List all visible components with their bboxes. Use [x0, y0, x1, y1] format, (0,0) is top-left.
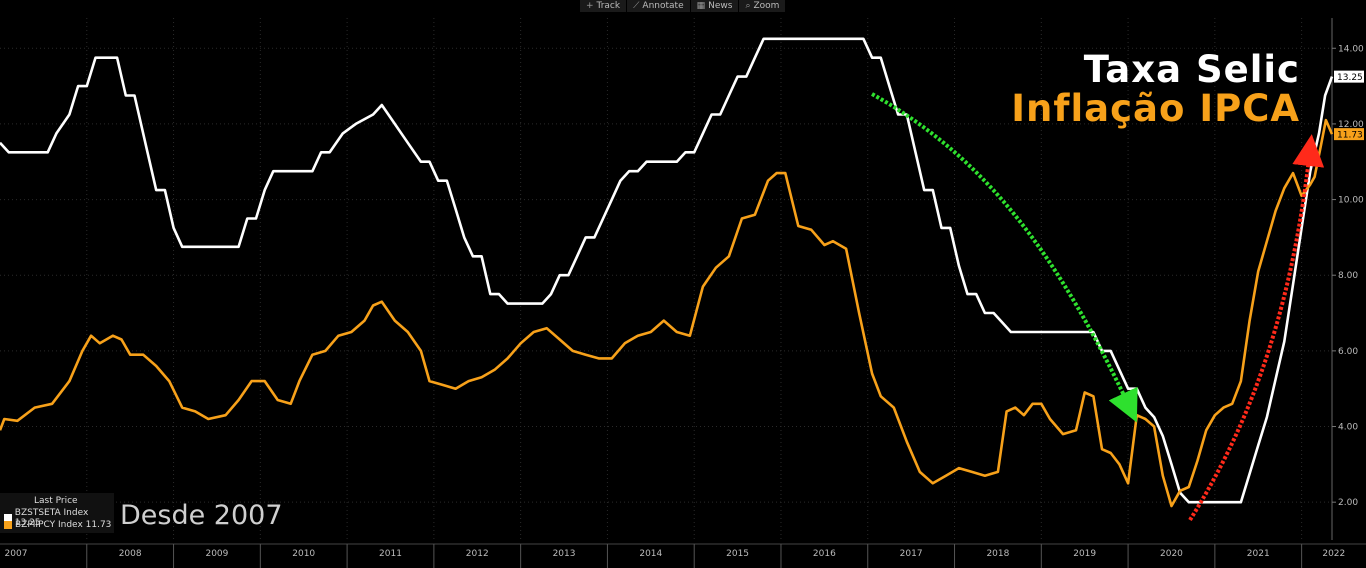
legend-swatch-ipca — [4, 521, 12, 529]
selic-last-value-tag-bg — [1334, 70, 1364, 83]
last-value-tags: 13.25 11.73 — [1334, 70, 1364, 141]
x-tick-label: 2008 — [119, 549, 142, 559]
y-tick-label: 8.00 — [1338, 271, 1358, 281]
x-tick-label: 2021 — [1247, 549, 1270, 559]
x-tick-label: 2013 — [553, 549, 576, 559]
ipca-last-value-tag: 11.73 — [1334, 128, 1364, 141]
x-tick-label: 2022 — [1322, 549, 1345, 559]
ipca-last-value-tag-text: 11.73 — [1337, 131, 1363, 141]
legend-label-selic: BZSTSETA Index 13.25 — [14, 508, 89, 528]
x-axis: 2007 2008 2009 2010 2011 2012 2013 2014 2015 2016… — [0, 543, 1366, 568]
x-tick-label: 2012 — [466, 549, 489, 559]
zoom-icon: ⌕ — [745, 1, 751, 11]
series-layer — [0, 37, 1334, 508]
since-label: Desde 2007 — [120, 500, 283, 531]
y-axis: 2.00 4.00 6.00 8.00 10.00 12.00 14.00 — [1331, 18, 1364, 540]
x-tick-label: 2009 — [205, 549, 228, 559]
legend-label-ipca: BZPIIPCY Index 11.73 — [15, 520, 112, 530]
toolbar-news-label: News — [708, 1, 733, 11]
x-tick-label: 2015 — [726, 549, 749, 559]
chart-toolbar: + Track ⟋ Annotate ▦ News ⌕ Zoom — [580, 0, 787, 12]
x-tick-label: 2019 — [1073, 549, 1096, 559]
toolbar-track-button[interactable]: + Track — [580, 0, 628, 12]
ipca-last-value-tag-bg — [1334, 128, 1364, 141]
legend-row-selic: BZSTSETA Index 13.25 — [4, 508, 114, 528]
y-tick-label: 14.00 — [1338, 44, 1364, 54]
toolbar-annotate-button[interactable]: ⟋ Annotate — [627, 0, 691, 12]
toolbar-news-button[interactable]: ▦ News — [690, 0, 740, 12]
selic-line — [0, 37, 1334, 504]
selic-last-value-tag: 13.25 — [1334, 70, 1364, 83]
x-tick-label: 2017 — [900, 549, 923, 559]
grid-layer — [0, 18, 1332, 540]
x-tick-label: 2010 — [292, 549, 315, 559]
y-tick-label: 10.00 — [1338, 196, 1364, 206]
x-tick-label: 2016 — [813, 549, 836, 559]
toolbar-zoom-label: Zoom — [753, 1, 780, 11]
y-tick-label: 12.00 — [1338, 120, 1364, 130]
x-tick-label: 2011 — [379, 549, 402, 559]
selic-title: Taxa Selic — [1083, 48, 1300, 91]
legend: Last Price BZSTSETA Index 13.25 BZPIIPCY… — [0, 493, 114, 533]
x-tick-label: 2018 — [986, 549, 1009, 559]
track-icon: + — [586, 1, 594, 11]
toolbar-track-label: Track — [596, 1, 621, 11]
ipca-title: Inflação IPCA — [1011, 87, 1300, 130]
y-tick-label: 2.00 — [1338, 498, 1358, 508]
x-tick-label: 2007 — [5, 549, 28, 559]
annotate-icon: ⟋ — [633, 1, 640, 11]
ipca-line — [0, 118, 1334, 508]
news-icon: ▦ — [696, 1, 706, 11]
y-tick-label: 6.00 — [1338, 347, 1358, 357]
toolbar-annotate-label: Annotate — [642, 1, 684, 11]
x-tick-label: 2020 — [1160, 549, 1183, 559]
green-arrow — [871, 92, 1138, 423]
legend-swatch-selic — [4, 514, 12, 522]
legend-row-ipca: BZPIIPCY Index 11.73 — [4, 520, 111, 530]
red-arrow — [1188, 134, 1325, 522]
legend-header: Last Price — [34, 496, 78, 506]
toolbar-zoom-button[interactable]: ⌕ Zoom — [739, 0, 787, 12]
selic-last-value-tag-text: 13.25 — [1337, 73, 1363, 83]
y-tick-label: 4.00 — [1338, 423, 1358, 433]
x-tick-label: 2014 — [639, 549, 662, 559]
